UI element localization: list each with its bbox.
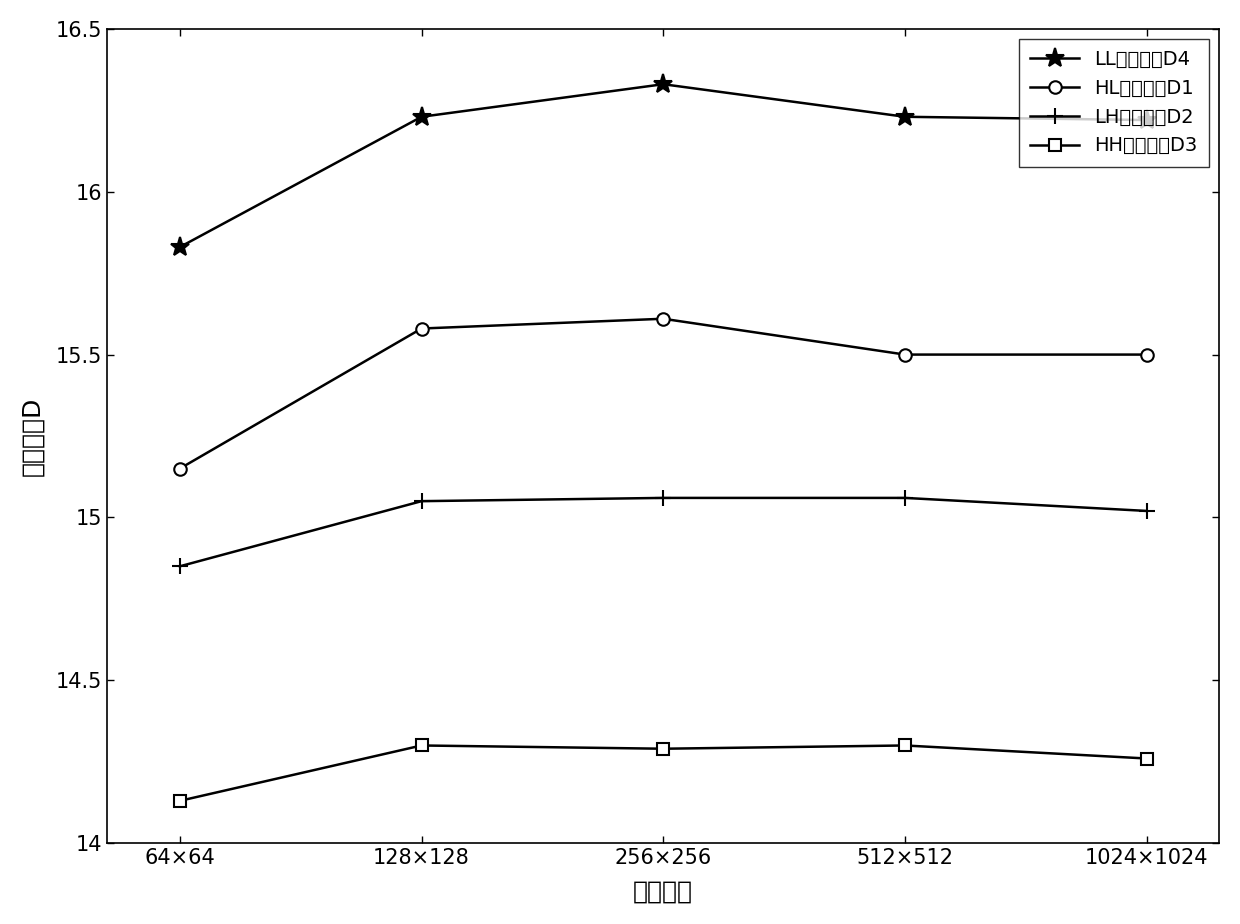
- Line: HL垂直方向D1: HL垂直方向D1: [174, 312, 1153, 475]
- Line: HH对角方向D3: HH对角方向D3: [175, 740, 1152, 807]
- LH水平方向D2: [414, 495, 429, 506]
- Line: LL低通方向D4: LL低通方向D4: [170, 75, 1157, 257]
- HL垂直方向D1: [414, 323, 429, 334]
- HH对角方向D3: [656, 743, 671, 754]
- HH对角方向D3: [414, 740, 429, 751]
- LL低通方向D4: [898, 111, 913, 122]
- HH对角方向D3: [1140, 753, 1154, 764]
- LH水平方向D2: [172, 561, 187, 572]
- LL低通方向D4: [172, 241, 187, 252]
- HL垂直方向D1: [172, 463, 187, 474]
- LL低通方向D4: [656, 79, 671, 90]
- Legend: LL低通方向D4, HL垂直方向D1, LH水平方向D2, HH对角方向D3: LL低通方向D4, HL垂直方向D1, LH水平方向D2, HH对角方向D3: [1019, 39, 1209, 167]
- Line: LH水平方向D2: LH水平方向D2: [172, 491, 1154, 574]
- HL垂直方向D1: [1140, 349, 1154, 360]
- X-axis label: 窗口大小: 窗口大小: [634, 879, 693, 903]
- LH水平方向D2: [1140, 505, 1154, 517]
- LL低通方向D4: [1140, 115, 1154, 126]
- Y-axis label: 分形维数D: 分形维数D: [21, 396, 45, 476]
- HL垂直方向D1: [898, 349, 913, 360]
- LH水平方向D2: [898, 492, 913, 504]
- LH水平方向D2: [656, 492, 671, 504]
- HH对角方向D3: [898, 740, 913, 751]
- LL低通方向D4: [414, 111, 429, 122]
- HH对角方向D3: [172, 796, 187, 807]
- HL垂直方向D1: [656, 313, 671, 324]
